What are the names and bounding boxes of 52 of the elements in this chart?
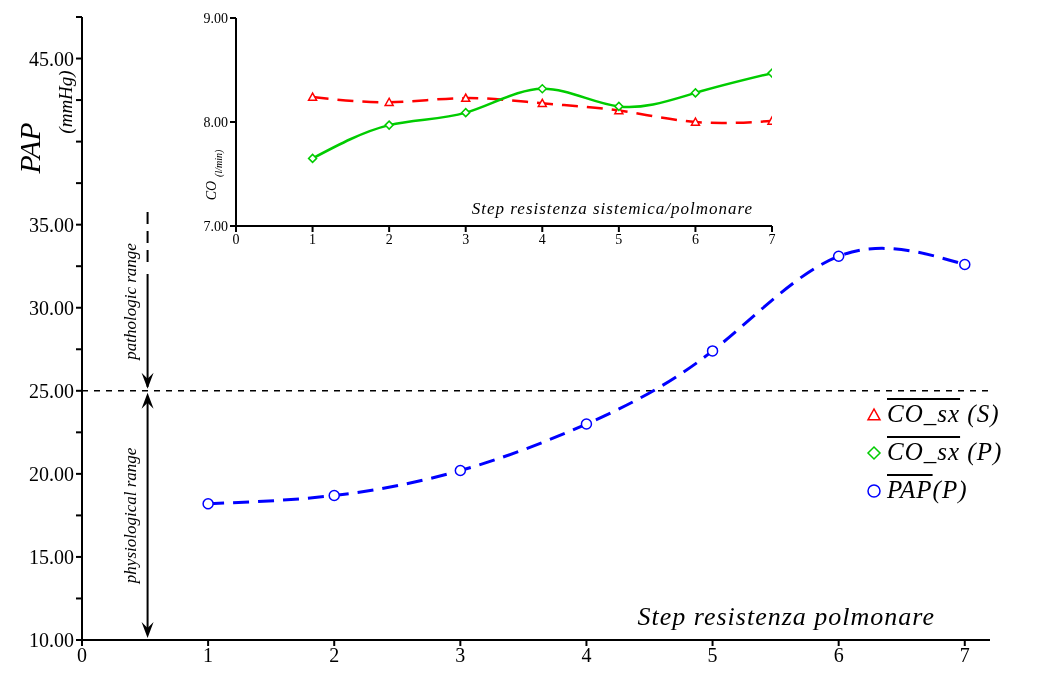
legend-label: CO_sx (S) — [887, 400, 1000, 428]
x-tick-label: 6 — [833, 644, 844, 667]
point — [454, 464, 467, 477]
y-tick-label: 30.00 — [29, 296, 74, 319]
point — [580, 418, 593, 430]
point — [959, 258, 971, 271]
point — [537, 98, 548, 108]
x-tick-label: 1 — [203, 644, 214, 667]
point — [384, 97, 394, 107]
x-tick-label: 5 — [615, 231, 623, 247]
x-tick-label: 4 — [581, 644, 592, 667]
y-tick-label: 7.00 — [203, 218, 228, 234]
legend-label: PAP(P) — [887, 476, 968, 504]
point — [832, 250, 845, 262]
point — [384, 120, 394, 130]
x-tick-label: 3 — [462, 231, 470, 247]
point — [460, 93, 471, 103]
point — [690, 88, 701, 98]
point — [537, 83, 548, 94]
x-tick-label: 7 — [768, 231, 776, 247]
y-tick-label: 35.00 — [29, 213, 74, 236]
x-tick-label: 6 — [691, 231, 699, 247]
x-tick-label: 2 — [329, 644, 340, 667]
point — [690, 117, 701, 126]
point — [614, 101, 624, 112]
x-tick-label: 0 — [77, 644, 87, 667]
y-tick-label: 25.00 — [29, 379, 74, 402]
y-tick-label: 45.00 — [29, 47, 74, 70]
y-axis-title: PAP (mmHg) — [13, 70, 77, 175]
y-tick-label: 10.00 — [29, 629, 74, 652]
point — [328, 489, 340, 502]
annotation: pathologic range — [120, 242, 140, 361]
x-tick-label: 3 — [455, 644, 466, 667]
legend-label: CO_sx (P) — [887, 438, 1003, 466]
x-tick-label: 4 — [538, 231, 546, 247]
y-tick-label: 20.00 — [29, 462, 74, 485]
x-tick-label: 1 — [309, 231, 317, 247]
point — [460, 107, 471, 118]
annotation: physiological range — [120, 447, 140, 585]
x-axis-title: Step resistenza sistemica/polmonare — [471, 199, 753, 218]
x-tick-label: 7 — [959, 644, 970, 667]
point — [307, 153, 318, 164]
point — [307, 92, 318, 101]
y-tick-label: 9.00 — [203, 10, 228, 26]
x-tick-label: 2 — [385, 231, 393, 247]
x-tick-label: 0 — [232, 231, 240, 247]
y-tick-label: 15.00 — [29, 546, 74, 569]
point — [706, 345, 719, 357]
point — [202, 498, 214, 510]
y-tick-label: 8.00 — [203, 114, 228, 130]
x-tick-label: 5 — [707, 644, 718, 667]
x-axis-title: Step resistenza polmonare — [637, 602, 935, 631]
